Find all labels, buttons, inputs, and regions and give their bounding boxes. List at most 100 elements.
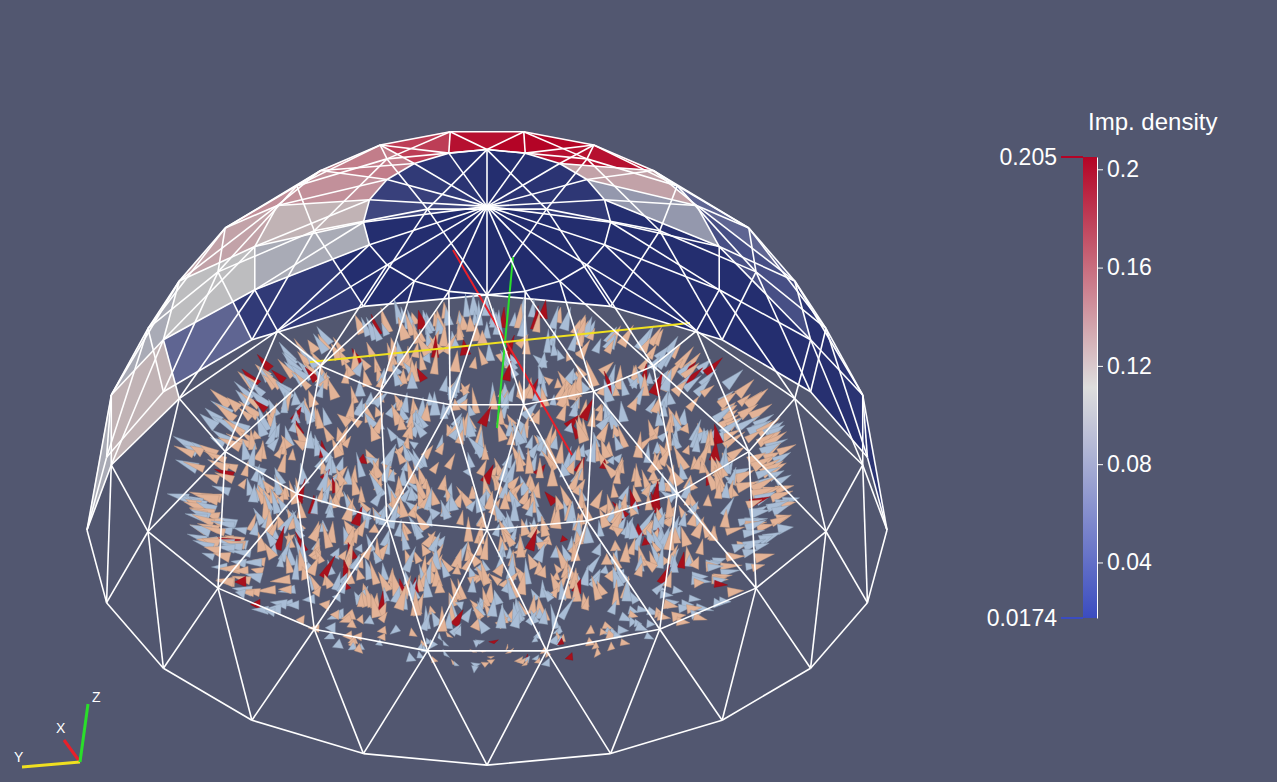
glyph bbox=[373, 323, 383, 341]
glyph bbox=[264, 543, 277, 561]
glyph bbox=[378, 572, 392, 593]
glyph bbox=[703, 494, 712, 506]
wire bbox=[594, 366, 654, 391]
glyph bbox=[332, 639, 343, 649]
wire bbox=[321, 281, 415, 366]
glyph bbox=[302, 594, 315, 604]
glyph bbox=[351, 507, 362, 527]
glyph bbox=[432, 489, 440, 505]
wire bbox=[278, 180, 387, 206]
wire bbox=[719, 290, 810, 340]
glyph bbox=[487, 656, 494, 658]
glyph bbox=[556, 403, 566, 421]
glyph bbox=[202, 526, 226, 536]
wire bbox=[547, 209, 660, 231]
glyph bbox=[430, 391, 441, 415]
wire bbox=[380, 145, 449, 153]
glyph bbox=[692, 436, 700, 452]
wire bbox=[487, 754, 611, 766]
glyph bbox=[533, 544, 545, 563]
range-mark bbox=[1061, 617, 1083, 619]
tick-mark bbox=[1097, 464, 1103, 465]
wire bbox=[863, 465, 887, 530]
wire bbox=[450, 404, 524, 406]
glyph bbox=[454, 626, 461, 636]
glyph bbox=[663, 599, 678, 608]
wire bbox=[87, 395, 111, 530]
wire bbox=[387, 521, 487, 530]
glyph bbox=[439, 376, 447, 393]
glyph bbox=[681, 526, 692, 547]
wire bbox=[487, 295, 524, 405]
glyph bbox=[689, 595, 701, 602]
wire bbox=[660, 629, 722, 720]
wire bbox=[653, 331, 696, 366]
wire bbox=[148, 532, 218, 589]
glyph bbox=[354, 643, 363, 653]
glyph bbox=[469, 357, 477, 369]
wire bbox=[449, 291, 487, 295]
glyph bbox=[734, 380, 753, 399]
glyph bbox=[547, 466, 558, 487]
glyph bbox=[449, 494, 459, 512]
wire bbox=[525, 145, 594, 153]
wire bbox=[653, 366, 749, 452]
glyph bbox=[528, 595, 537, 614]
wire bbox=[677, 452, 749, 494]
cell bbox=[449, 132, 487, 153]
glyph bbox=[613, 467, 621, 484]
glyph bbox=[612, 526, 624, 537]
glyph bbox=[538, 608, 547, 624]
glyph bbox=[406, 652, 416, 662]
colorbar-axis: 0.040.080.120.160.2 bbox=[1097, 156, 1152, 618]
glyph bbox=[407, 372, 418, 389]
glyph bbox=[413, 420, 427, 438]
wire bbox=[795, 281, 863, 395]
glyph bbox=[336, 574, 347, 594]
glyph bbox=[355, 544, 363, 553]
glyph bbox=[288, 449, 296, 461]
wire bbox=[826, 465, 863, 532]
wire bbox=[587, 180, 696, 206]
wire bbox=[427, 530, 487, 651]
wire bbox=[560, 265, 587, 281]
wire bbox=[524, 132, 594, 145]
wire bbox=[863, 465, 868, 603]
glyph bbox=[607, 600, 616, 615]
wire bbox=[387, 521, 427, 651]
wire bbox=[278, 245, 370, 331]
triad-label: X bbox=[56, 720, 66, 736]
glyph bbox=[200, 414, 219, 431]
glyph bbox=[213, 552, 231, 562]
wire bbox=[225, 331, 277, 452]
glyph bbox=[634, 563, 643, 577]
glyph bbox=[472, 665, 479, 673]
glyph bbox=[480, 560, 491, 585]
wire bbox=[107, 392, 164, 458]
glyph bbox=[635, 622, 648, 631]
tick-label: 0.12 bbox=[1107, 353, 1152, 379]
glyph bbox=[364, 615, 374, 624]
wire bbox=[605, 200, 611, 222]
glyph bbox=[466, 414, 476, 438]
wire bbox=[297, 391, 380, 493]
glyph bbox=[537, 566, 546, 578]
glyph bbox=[657, 612, 671, 621]
triad-label: Y bbox=[14, 749, 24, 765]
glyph bbox=[257, 416, 269, 438]
wire bbox=[547, 521, 587, 651]
wire bbox=[363, 651, 427, 754]
glyph bbox=[463, 293, 470, 317]
wire bbox=[524, 291, 525, 404]
glyph bbox=[617, 625, 628, 634]
tick-label: 0.08 bbox=[1107, 451, 1152, 477]
wire bbox=[611, 720, 723, 753]
glyph bbox=[695, 539, 703, 555]
glyph bbox=[592, 576, 603, 601]
wire bbox=[369, 180, 387, 200]
glyph bbox=[318, 377, 328, 390]
wire bbox=[449, 150, 487, 154]
glyph bbox=[720, 509, 730, 527]
wire bbox=[811, 340, 863, 395]
glyph bbox=[439, 323, 448, 347]
